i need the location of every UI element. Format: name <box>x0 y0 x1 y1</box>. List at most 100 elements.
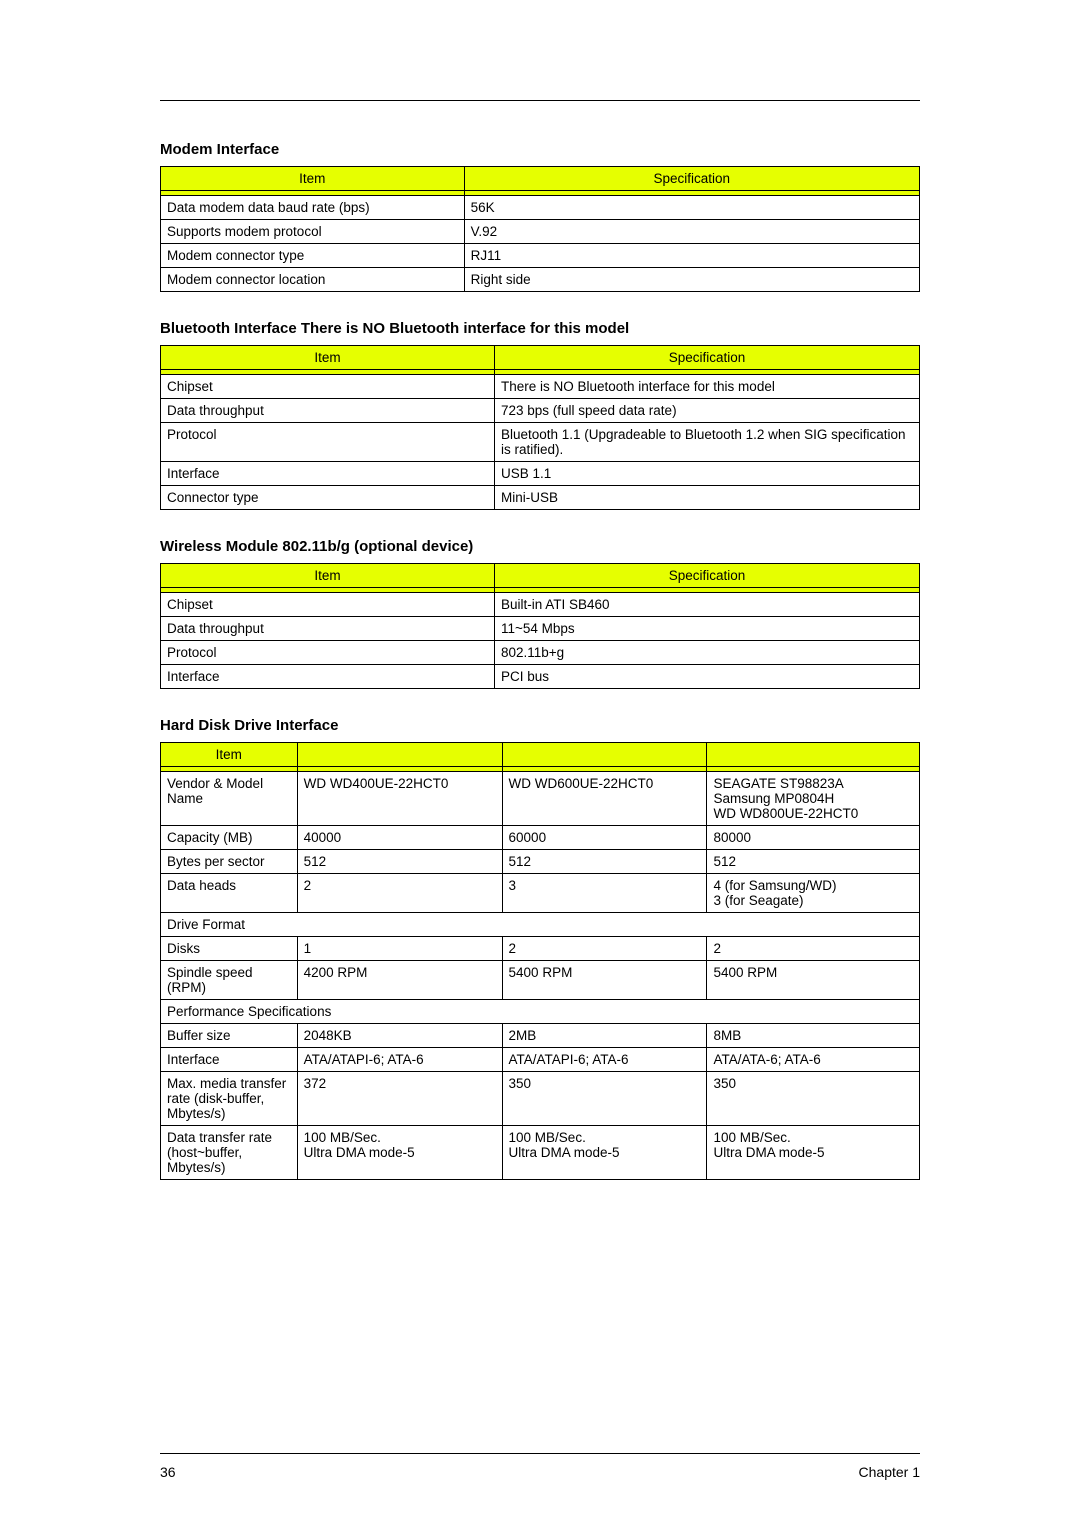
table-row: Max. media transfer rate (disk-buffer, M… <box>161 1072 920 1126</box>
table-cell: 512 <box>502 850 707 874</box>
table-cell: 2MB <box>502 1024 707 1048</box>
table-cell: V.92 <box>464 220 919 244</box>
table-row: ChipsetThere is NO Bluetooth interface f… <box>161 375 920 399</box>
table-cell: 723 bps (full speed data rate) <box>494 399 919 423</box>
table-cell: 4 (for Samsung/WD)3 (for Seagate) <box>707 874 920 913</box>
table-row: Buffer size2048KB2MB8MB <box>161 1024 920 1048</box>
table-cell: 5400 RPM <box>502 961 707 1000</box>
table-cell: There is NO Bluetooth interface for this… <box>494 375 919 399</box>
page: Modem Interface ItemSpecificationData mo… <box>0 0 1080 1528</box>
table-cell: WD WD600UE-22HCT0 <box>502 772 707 826</box>
table-header <box>502 743 707 767</box>
table-cell: 512 <box>707 850 920 874</box>
table-cell: RJ11 <box>464 244 919 268</box>
table-cell: 802.11b+g <box>494 641 919 665</box>
table-cell: 11~54 Mbps <box>494 617 919 641</box>
table-row: Data throughput723 bps (full speed data … <box>161 399 920 423</box>
table-row: Protocol802.11b+g <box>161 641 920 665</box>
table-cell: 100 MB/Sec.Ultra DMA mode-5 <box>707 1126 920 1180</box>
table-cell: 2048KB <box>297 1024 502 1048</box>
table-cell: 60000 <box>502 826 707 850</box>
page-number: 36 <box>160 1464 176 1480</box>
table-cell: Protocol <box>161 641 495 665</box>
table-cell: Buffer size <box>161 1024 298 1048</box>
table-cell: PCI bus <box>494 665 919 689</box>
table-cell: Interface <box>161 1048 298 1072</box>
table-cell: 2 <box>707 937 920 961</box>
table-row: InterfaceUSB 1.1 <box>161 462 920 486</box>
table-cell: 512 <box>297 850 502 874</box>
table-row: Connector typeMini-USB <box>161 486 920 510</box>
table-cell: 80000 <box>707 826 920 850</box>
table-cell: Capacity (MB) <box>161 826 298 850</box>
table-row: Capacity (MB)400006000080000 <box>161 826 920 850</box>
table-cell: SEAGATE ST98823ASamsung MP0804HWD WD800U… <box>707 772 920 826</box>
table-cell: 8MB <box>707 1024 920 1048</box>
table-cell: Interface <box>161 462 495 486</box>
table-header: Specification <box>494 346 919 370</box>
table-cell: Data throughput <box>161 399 495 423</box>
table-span-cell: Drive Format <box>161 913 920 937</box>
table-cell: ATA/ATAPI-6; ATA-6 <box>297 1048 502 1072</box>
table-cell: 40000 <box>297 826 502 850</box>
table-cell: Data modem data baud rate (bps) <box>161 196 465 220</box>
table-cell: 372 <box>297 1072 502 1126</box>
table-header: Item <box>161 346 495 370</box>
table-cell: Connector type <box>161 486 495 510</box>
table-cell: 100 MB/Sec.Ultra DMA mode-5 <box>297 1126 502 1180</box>
table-cell: Interface <box>161 665 495 689</box>
table-row: Data transfer rate (host~buffer, Mbytes/… <box>161 1126 920 1180</box>
table-cell: Bytes per sector <box>161 850 298 874</box>
table-header: Item <box>161 743 298 767</box>
table-cell: Mini-USB <box>494 486 919 510</box>
table-row: Modem connector locationRight side <box>161 268 920 292</box>
table-row: InterfaceATA/ATAPI-6; ATA-6ATA/ATAPI-6; … <box>161 1048 920 1072</box>
table-cell: Protocol <box>161 423 495 462</box>
table-cell: 2 <box>297 874 502 913</box>
table-row: Disks122 <box>161 937 920 961</box>
table-cell: ATA/ATAPI-6; ATA-6 <box>502 1048 707 1072</box>
table-header <box>297 743 502 767</box>
table-row: Data modem data baud rate (bps)56K <box>161 196 920 220</box>
table-row: Modem connector typeRJ11 <box>161 244 920 268</box>
table-cell: Modem connector location <box>161 268 465 292</box>
table-cell: Disks <box>161 937 298 961</box>
table-cell: Data throughput <box>161 617 495 641</box>
hdd-title: Hard Disk Drive Interface <box>160 717 920 734</box>
table-header <box>707 743 920 767</box>
chapter-label: Chapter 1 <box>859 1464 920 1480</box>
table-cell: Chipset <box>161 593 495 617</box>
table-cell: Data heads <box>161 874 298 913</box>
top-rule <box>160 100 920 101</box>
table-cell: Spindle speed (RPM) <box>161 961 298 1000</box>
table-cell: Right side <box>464 268 919 292</box>
modem-table: ItemSpecificationData modem data baud ra… <box>160 166 920 292</box>
table-cell: Built-in ATI SB460 <box>494 593 919 617</box>
table-cell: ATA/ATA-6; ATA-6 <box>707 1048 920 1072</box>
table-row: Drive Format <box>161 913 920 937</box>
wireless-table: ItemSpecificationChipsetBuilt-in ATI SB4… <box>160 563 920 689</box>
table-row: Bytes per sector512512512 <box>161 850 920 874</box>
table-cell: 2 <box>502 937 707 961</box>
table-cell: Chipset <box>161 375 495 399</box>
modem-title: Modem Interface <box>160 141 920 158</box>
page-footer: 36 Chapter 1 <box>160 1453 920 1480</box>
table-row: Vendor & Model NameWD WD400UE-22HCT0WD W… <box>161 772 920 826</box>
table-cell: Data transfer rate (host~buffer, Mbytes/… <box>161 1126 298 1180</box>
table-cell: 100 MB/Sec.Ultra DMA mode-5 <box>502 1126 707 1180</box>
wireless-title: Wireless Module 802.11b/g (optional devi… <box>160 538 920 555</box>
table-span-cell: Performance Specifications <box>161 1000 920 1024</box>
table-cell: 56K <box>464 196 919 220</box>
table-row: Supports modem protocolV.92 <box>161 220 920 244</box>
table-cell: 4200 RPM <box>297 961 502 1000</box>
table-cell: Bluetooth 1.1 (Upgradeable to Bluetooth … <box>494 423 919 462</box>
table-cell: USB 1.1 <box>494 462 919 486</box>
table-header: Item <box>161 167 465 191</box>
table-cell: 350 <box>707 1072 920 1126</box>
table-row: Performance Specifications <box>161 1000 920 1024</box>
table-row: Data heads234 (for Samsung/WD)3 (for Sea… <box>161 874 920 913</box>
table-cell: Supports modem protocol <box>161 220 465 244</box>
table-cell: Modem connector type <box>161 244 465 268</box>
table-row: Data throughput11~54 Mbps <box>161 617 920 641</box>
table-header: Item <box>161 564 495 588</box>
